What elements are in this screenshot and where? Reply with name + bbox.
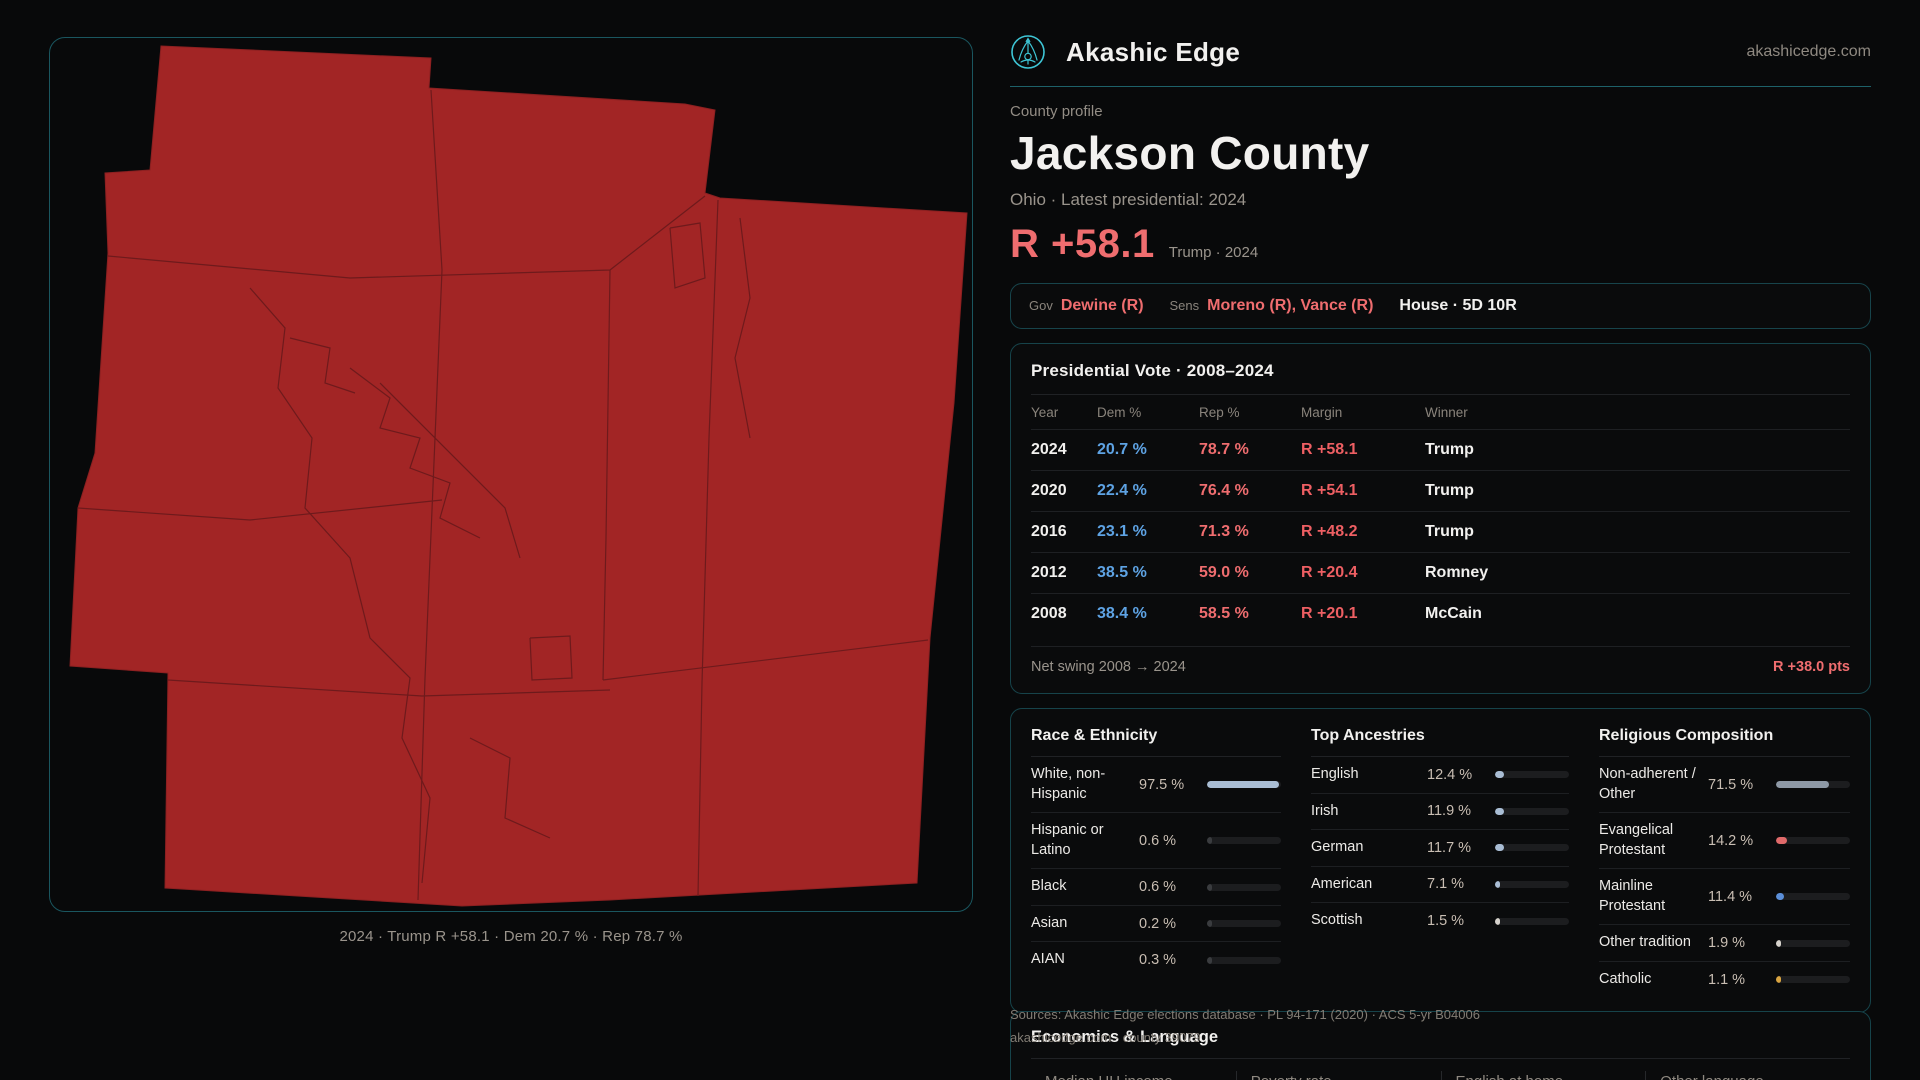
stat-bar bbox=[1776, 939, 1850, 947]
stat-bar bbox=[1207, 837, 1281, 845]
house-value: House · 5D 10R bbox=[1399, 297, 1517, 314]
stat-bar bbox=[1207, 920, 1281, 928]
economics-title: Economics & Language bbox=[1031, 1028, 1219, 1046]
header-divider bbox=[1010, 86, 1871, 87]
margin-caption: Trump · 2024 bbox=[1168, 244, 1259, 261]
county-shape bbox=[69, 45, 968, 907]
net-swing-label: Net swing 2008 → 2024 bbox=[1031, 659, 1186, 675]
gov-value: Dewine (R) bbox=[1060, 297, 1144, 314]
table-row: 2020 22.4 % 76.4 % R +54.1 Trump bbox=[1031, 470, 1850, 511]
demographics-panel: Race & Ethnicity White, non-Hispanic 97.… bbox=[1010, 708, 1871, 1013]
stat-bar bbox=[1776, 976, 1850, 984]
gov-label: Gov bbox=[1029, 298, 1053, 313]
list-item: Scottish 1.5 % bbox=[1311, 903, 1569, 939]
stat-bar bbox=[1207, 781, 1281, 789]
subtitle: Ohio · Latest presidential: 2024 bbox=[1010, 190, 1247, 209]
stat-bar bbox=[1776, 781, 1850, 789]
presidential-vote-panel: Presidential Vote · 2008–2024 Year Dem %… bbox=[1010, 343, 1871, 694]
county-map bbox=[69, 45, 968, 907]
col-poverty-rate: Poverty rate bbox=[1235, 1071, 1441, 1080]
list-item: Irish 11.9 % bbox=[1311, 794, 1569, 831]
economics-header: Median HH income Poverty rate English at… bbox=[1031, 1071, 1850, 1080]
county-map-panel bbox=[49, 37, 973, 912]
list-item: Evangelical Protestant 14.2 % bbox=[1599, 813, 1850, 870]
profile-panel: Akashic Edge akashicedge.com County prof… bbox=[1010, 0, 1871, 1013]
map-caption: 2024 · Trump R +58.1 · Dem 20.7 % · Rep … bbox=[339, 928, 683, 945]
eyebrow-label: County profile bbox=[1010, 103, 1103, 120]
table-row: 2024 20.7 % 78.7 % R +58.1 Trump bbox=[1031, 429, 1850, 470]
religion-title: Religious Composition bbox=[1599, 727, 1850, 757]
officials-bar: Gov Dewine (R) Sens Moreno (R), Vance (R… bbox=[1010, 283, 1871, 329]
list-item: Mainline Protestant 11.4 % bbox=[1599, 869, 1850, 926]
economics-language-panel: Economics & Language Median HH income Po… bbox=[1010, 1011, 1871, 1080]
col-dem: Dem % bbox=[1097, 405, 1142, 420]
headline-margin: R +58.1 Trump · 2024 bbox=[1010, 222, 1871, 267]
table-row: 2016 23.1 % 71.3 % R +48.2 Trump bbox=[1031, 511, 1850, 552]
stat-bar bbox=[1776, 837, 1850, 845]
margin-value: R +58.1 bbox=[1010, 222, 1155, 266]
col-year: Year bbox=[1031, 405, 1059, 420]
col-rep: Rep % bbox=[1199, 405, 1240, 420]
akashic-edge-logo-icon bbox=[1011, 35, 1045, 69]
header: Akashic Edge akashicedge.com bbox=[1010, 34, 1871, 70]
list-item: Other tradition 1.9 % bbox=[1599, 925, 1850, 962]
divider bbox=[1031, 394, 1850, 395]
net-swing-value: R +38.0 pts bbox=[1773, 659, 1850, 675]
list-item: English 12.4 % bbox=[1311, 757, 1569, 794]
table-header: Year Dem % Rep % Margin Winner bbox=[1031, 395, 1850, 429]
stat-bar bbox=[1776, 893, 1850, 901]
brand-domain-link[interactable]: akashicedge.com bbox=[1746, 43, 1871, 60]
ancestries-section: Top Ancestries English 12.4 % Irish 11.9… bbox=[1311, 727, 1569, 998]
stat-bar bbox=[1495, 844, 1569, 852]
stat-bar bbox=[1495, 807, 1569, 815]
col-margin: Margin bbox=[1301, 405, 1343, 420]
brand-name: Akashic Edge bbox=[1066, 36, 1241, 67]
sens-value: Moreno (R), Vance (R) bbox=[1207, 297, 1374, 314]
col-other-language: Other language bbox=[1645, 1071, 1850, 1080]
stat-bar bbox=[1495, 917, 1569, 925]
col-winner: Winner bbox=[1425, 405, 1468, 420]
divider bbox=[1031, 1058, 1850, 1059]
col-english-at-home: English at home bbox=[1440, 1071, 1646, 1080]
precinct-boundaries bbox=[77, 89, 929, 901]
list-item: AIAN 0.3 % bbox=[1031, 942, 1281, 978]
race-ethnicity-section: Race & Ethnicity White, non-Hispanic 97.… bbox=[1031, 727, 1281, 998]
ancestries-title: Top Ancestries bbox=[1311, 727, 1569, 757]
list-item: Black 0.6 % bbox=[1031, 869, 1281, 906]
net-swing-row: Net swing 2008 → 2024 R +38.0 pts bbox=[1031, 647, 1850, 681]
list-item: Hispanic or Latino 0.6 % bbox=[1031, 813, 1281, 870]
list-item: American 7.1 % bbox=[1311, 867, 1569, 904]
stat-bar bbox=[1207, 883, 1281, 891]
divider bbox=[1031, 646, 1850, 647]
table-row: 2012 38.5 % 59.0 % R +20.4 Romney bbox=[1031, 552, 1850, 593]
race-title: Race & Ethnicity bbox=[1031, 727, 1281, 757]
list-item: Non-adherent / Other 71.5 % bbox=[1599, 757, 1850, 814]
list-item: German 11.7 % bbox=[1311, 830, 1569, 867]
list-item: White, non-Hispanic 97.5 % bbox=[1031, 757, 1281, 814]
religion-section: Religious Composition Non-adherent / Oth… bbox=[1599, 727, 1850, 998]
stat-bar bbox=[1495, 771, 1569, 779]
stat-bar bbox=[1495, 880, 1569, 888]
stat-bar bbox=[1207, 956, 1281, 964]
list-item: Asian 0.2 % bbox=[1031, 906, 1281, 943]
presidential-title: Presidential Vote · 2008–2024 bbox=[1031, 361, 1274, 380]
page-title: Jackson County bbox=[1010, 127, 1370, 179]
sens-label: Sens bbox=[1169, 298, 1200, 313]
col-median-hh-income: Median HH income bbox=[1031, 1071, 1236, 1080]
table-row: 2008 38.4 % 58.5 % R +20.1 McCain bbox=[1031, 593, 1850, 634]
list-item: Catholic 1.1 % bbox=[1599, 962, 1850, 998]
